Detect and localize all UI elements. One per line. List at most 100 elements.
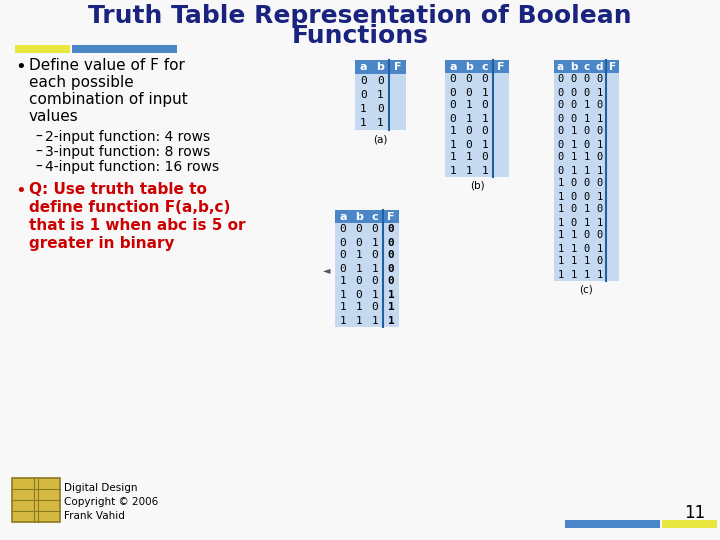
Text: a: a [449,62,456,71]
Text: b: b [570,62,577,71]
Text: 1: 1 [596,165,603,176]
Bar [335,223,399,327]
Text: 0: 0 [583,179,590,188]
Text: 1: 1 [372,238,379,247]
Text: •: • [15,182,26,200]
Text: 1: 1 [570,126,577,137]
Text: 1: 1 [596,244,603,253]
Text: 0: 0 [583,231,590,240]
Text: 0: 0 [596,75,603,84]
Text: (b): (b) [469,181,485,191]
Text: 1: 1 [356,251,362,260]
Text: 1: 1 [466,113,472,124]
Text: 0: 0 [596,126,603,137]
Text: 0: 0 [449,75,456,84]
Text: 1: 1 [583,256,590,267]
Text: Define value of F for: Define value of F for [29,58,185,73]
Text: 1: 1 [340,276,346,287]
Text: Truth Table Representation of Boolean: Truth Table Representation of Boolean [88,4,632,28]
Text: 0: 0 [387,264,395,273]
Text: 1: 1 [482,87,488,98]
Text: 1: 1 [583,218,590,227]
Text: 1: 1 [449,139,456,150]
Text: b: b [377,62,384,72]
Text: (a): (a) [373,134,387,144]
Bar [554,73,619,281]
Text: •: • [15,58,26,76]
Text: combination of input: combination of input [29,92,188,107]
Text: 0: 0 [583,87,590,98]
Text: 1: 1 [340,289,346,300]
Text: 0: 0 [449,87,456,98]
Text: values: values [29,109,78,124]
Text: 0: 0 [596,256,603,267]
Text: 1: 1 [570,269,577,280]
Text: 1: 1 [596,218,603,227]
Text: 1: 1 [387,289,395,300]
Bar [15,45,70,53]
Text: 1: 1 [482,165,488,176]
Text: a: a [557,62,564,71]
Text: 1: 1 [340,302,346,313]
Text: 0: 0 [387,276,395,287]
Text: 1: 1 [557,205,564,214]
Text: greater in binary: greater in binary [29,236,174,251]
Text: c: c [372,212,378,221]
Text: Q: Use truth table to: Q: Use truth table to [29,182,207,197]
Text: 0: 0 [360,76,367,86]
Text: 11: 11 [684,504,705,522]
Text: each possible: each possible [29,75,134,90]
Text: F: F [387,212,395,221]
Text: 0: 0 [482,100,488,111]
Text: 1: 1 [372,289,379,300]
Text: 1: 1 [340,315,346,326]
Text: 1: 1 [360,118,367,128]
Text: 1: 1 [387,315,395,326]
Text: 0: 0 [340,264,346,273]
Text: Functions: Functions [292,24,428,48]
Bar [445,73,509,177]
Text: 0: 0 [387,225,395,234]
Text: a: a [339,212,347,221]
Text: 1: 1 [557,269,564,280]
Bar [554,60,619,73]
Text: 1: 1 [377,118,384,128]
Text: –: – [35,160,42,174]
Text: 0: 0 [449,113,456,124]
Text: 1: 1 [596,192,603,201]
Text: 1: 1 [377,90,384,100]
Text: 0: 0 [596,179,603,188]
Text: 0: 0 [583,75,590,84]
Bar [335,210,399,223]
Text: 0: 0 [449,100,456,111]
Text: 0: 0 [466,75,472,84]
Text: 1: 1 [466,100,472,111]
Text: 1: 1 [557,218,564,227]
Bar [662,520,717,528]
Text: 1: 1 [570,165,577,176]
Text: 0: 0 [372,225,379,234]
Text: 0: 0 [557,100,564,111]
Text: 0: 0 [583,192,590,201]
Text: 0: 0 [356,238,362,247]
Text: 1: 1 [356,264,362,273]
Text: 1: 1 [570,231,577,240]
Text: 0: 0 [482,126,488,137]
Text: 0: 0 [570,192,577,201]
Text: 0: 0 [387,251,395,260]
Text: 0: 0 [570,75,577,84]
Text: 1: 1 [449,126,456,137]
Text: 0: 0 [356,289,362,300]
Text: 1: 1 [557,244,564,253]
Bar [12,478,60,522]
Text: d: d [595,62,603,71]
Text: 0: 0 [570,100,577,111]
Text: 0: 0 [557,87,564,98]
Text: a: a [360,62,367,72]
Text: 0: 0 [356,225,362,234]
Text: 0: 0 [583,139,590,150]
Text: 0: 0 [557,152,564,163]
Text: 1: 1 [583,152,590,163]
Text: –: – [35,145,42,159]
Text: 0: 0 [482,75,488,84]
